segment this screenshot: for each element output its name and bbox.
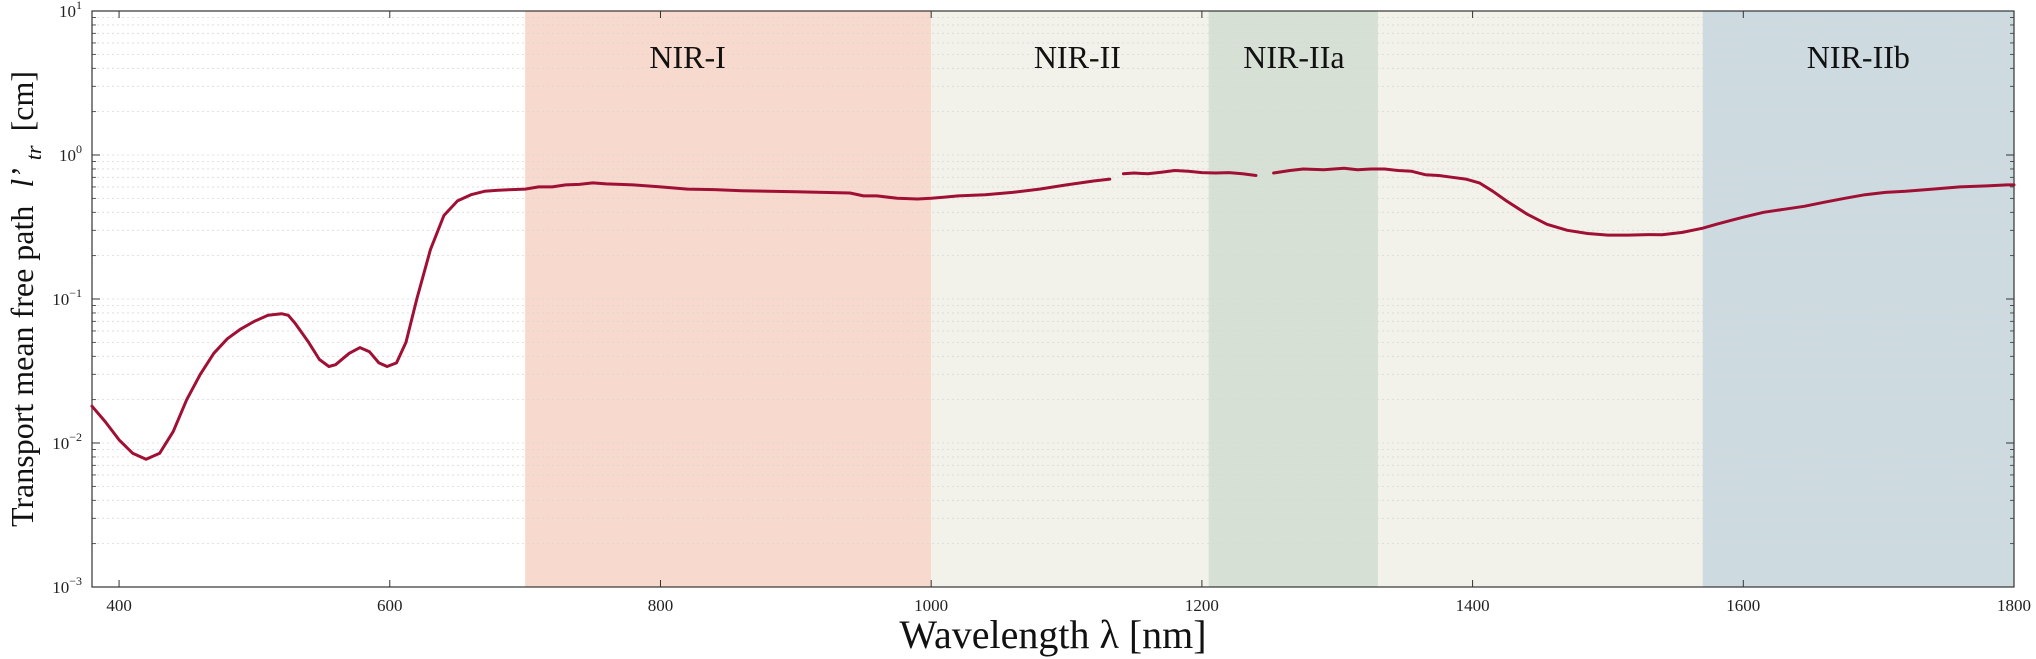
y-tick-label-base: 10 [59,146,76,165]
axis-ticks: 400 600 800 1000 1200 1400 1600 180010−310−210−… [52,0,2031,615]
x-tick-label: 1200 [1185,596,1219,615]
x-tick-label: 1000 [914,596,948,615]
x-tick-label: 800 [648,596,674,615]
y-tick-label-base: 10 [52,578,69,597]
y-tick-label-exponent: −1 [69,286,82,300]
y-tick-label: 10−2 [52,430,82,453]
x-tick-label: 1600 [1726,596,1760,615]
y-tick-label-exponent: 0 [76,142,82,156]
y-tick-label-base: 10 [59,2,76,21]
y-tick-label-exponent: −3 [69,574,82,588]
spectral-regions [525,11,2014,587]
y-tick-label: 10−3 [52,574,82,597]
x-tick-label: 1800 [1997,596,2031,615]
y-tick-label: 101 [59,0,82,21]
x-tick-label: 600 [377,596,403,615]
y-axis-label-unit: [cm] [4,71,40,131]
data-series [90,166,2016,461]
x-tick-label: 1400 [1456,596,1490,615]
region-label-nir-ii: NIR-II [1034,39,1121,75]
y-tick-label: 100 [59,142,82,165]
region-label-nir-iia: NIR-IIa [1243,39,1344,75]
x-axis-label: Wavelength λ [nm] [899,612,1206,657]
y-tick-label-exponent: −2 [69,430,82,444]
y-axis-label: Transport mean free path l’ tr [cm] [4,71,48,527]
y-axis-label-main: Transport mean free path [4,206,40,527]
y-axis-label-subscript: tr [21,145,46,160]
x-tick-label: 400 [106,596,132,615]
region-label-nir-i: NIR-I [649,39,725,75]
y-tick-label-base: 10 [52,290,69,309]
region-label-nir-iib: NIR-IIb [1807,39,1910,75]
y-tick-label-exponent: 1 [76,0,82,12]
region-labels: NIR-I NIR-II NIR-IIa NIR-IIb [649,39,1910,75]
series-line-segment-2 [1121,169,1258,177]
y-tick-label: 10−1 [52,286,82,309]
series-line-segment-3 [1272,166,2016,237]
y-axis-label-symbol: l’ [4,168,40,188]
y-tick-label-base: 10 [52,434,69,453]
series-line-segment-1 [90,177,1112,461]
